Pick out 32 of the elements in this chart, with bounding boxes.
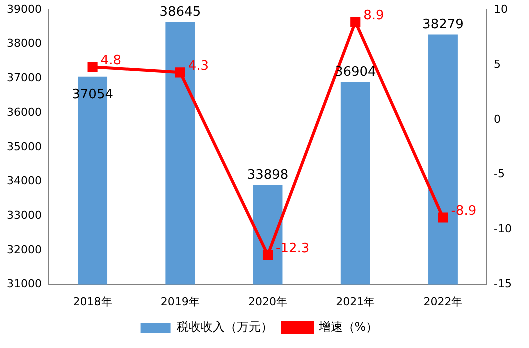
x-tick-label: 2019年	[160, 295, 200, 308]
y2-tick-label: 0	[494, 112, 502, 126]
y-tick-label: 38000	[6, 37, 42, 50]
y-tick-label: 39000	[6, 2, 42, 16]
data-label: 38645	[160, 5, 202, 20]
y2-tick-label: -5	[494, 168, 506, 181]
point	[438, 212, 448, 223]
point	[350, 17, 361, 28]
y2-tick-label: -15	[494, 278, 512, 291]
legend-label: 增速（%）	[318, 320, 378, 334]
data-label: 33898	[247, 168, 289, 184]
x-tick-label: 2022年	[424, 295, 463, 308]
y-tick-label: 35000	[6, 140, 42, 154]
legend-label: 税收收入（万元）	[176, 320, 273, 334]
y-tick-label: 31000	[6, 278, 42, 291]
y-tick-label: 36000	[6, 106, 42, 119]
x-tick-label: 2020年	[248, 295, 288, 308]
point	[262, 250, 274, 260]
point	[175, 68, 186, 78]
y-tick-label: 33000	[6, 208, 42, 222]
y-tick-label: 34000	[6, 174, 42, 188]
y2-tick-label: 10	[494, 2, 508, 16]
y2-tick-label: -10	[494, 222, 512, 236]
data-label: 8.9	[364, 8, 384, 24]
point	[88, 62, 98, 72]
data-label: 38279	[422, 18, 464, 33]
x-tick-label: 2021年	[336, 295, 376, 308]
y2-tick-label: 5	[494, 58, 502, 71]
x-tick-label: 2018年	[73, 295, 112, 308]
y-tick-label: 32000	[6, 243, 42, 256]
data-label: 4.8	[100, 54, 122, 69]
y-tick-label: 37000	[6, 72, 42, 85]
